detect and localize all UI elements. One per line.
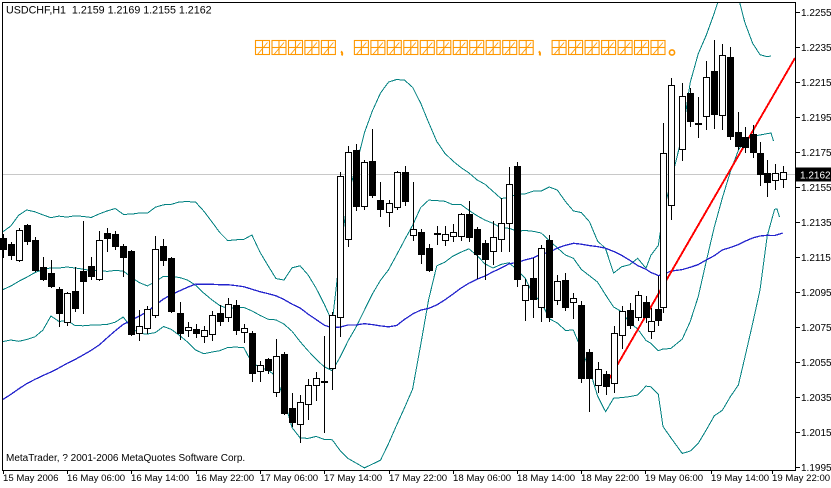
svg-text:1.2255: 1.2255 xyxy=(801,8,831,19)
svg-text:1.2035: 1.2035 xyxy=(801,393,831,404)
svg-text:18 May 06:00: 18 May 06:00 xyxy=(453,473,511,483)
svg-text:1.2055: 1.2055 xyxy=(801,358,831,369)
svg-text:1.2095: 1.2095 xyxy=(801,288,831,299)
svg-text:1.2162: 1.2162 xyxy=(800,171,831,182)
svg-text:MetaTrader, ? 2001-2006 MetaQu: MetaTrader, ? 2001-2006 MetaQuotes Softw… xyxy=(6,453,245,464)
svg-text:1.2235: 1.2235 xyxy=(801,43,831,54)
svg-text:1.2215: 1.2215 xyxy=(801,78,831,89)
svg-text:1.2115: 1.2115 xyxy=(801,253,831,264)
svg-text:19 May 06:00: 19 May 06:00 xyxy=(645,473,703,483)
svg-text:1.2135: 1.2135 xyxy=(801,218,831,229)
svg-text:17 May 14:00: 17 May 14:00 xyxy=(324,473,382,483)
svg-text:17 May 06:00: 17 May 06:00 xyxy=(260,473,318,483)
svg-text:1.2195: 1.2195 xyxy=(801,113,831,124)
svg-text:1.2075: 1.2075 xyxy=(801,323,831,334)
svg-text:19 May 22:00: 19 May 22:00 xyxy=(772,473,830,483)
svg-text:1.1995: 1.1995 xyxy=(801,463,831,474)
svg-text:16 May 22:00: 16 May 22:00 xyxy=(196,473,254,483)
svg-text:17 May 22:00: 17 May 22:00 xyxy=(389,473,447,483)
svg-text:16 May 14:00: 16 May 14:00 xyxy=(131,473,189,483)
svg-text:1.2155: 1.2155 xyxy=(801,183,831,194)
svg-text:18 May 22:00: 18 May 22:00 xyxy=(581,473,639,483)
svg-text:16 May 06:00: 16 May 06:00 xyxy=(67,473,125,483)
svg-text:18 May 14:00: 18 May 14:00 xyxy=(517,473,575,483)
svg-text:USDCHF,H1 1.2159 1.2169 1.215: USDCHF,H1 1.2159 1.2169 1.2155 1.2162 xyxy=(6,5,212,17)
svg-text:1.2175: 1.2175 xyxy=(801,148,831,159)
svg-text:1.2015: 1.2015 xyxy=(801,428,831,439)
svg-text:19 May 14:00: 19 May 14:00 xyxy=(711,473,769,483)
svg-text:15 May 2006: 15 May 2006 xyxy=(3,473,58,483)
